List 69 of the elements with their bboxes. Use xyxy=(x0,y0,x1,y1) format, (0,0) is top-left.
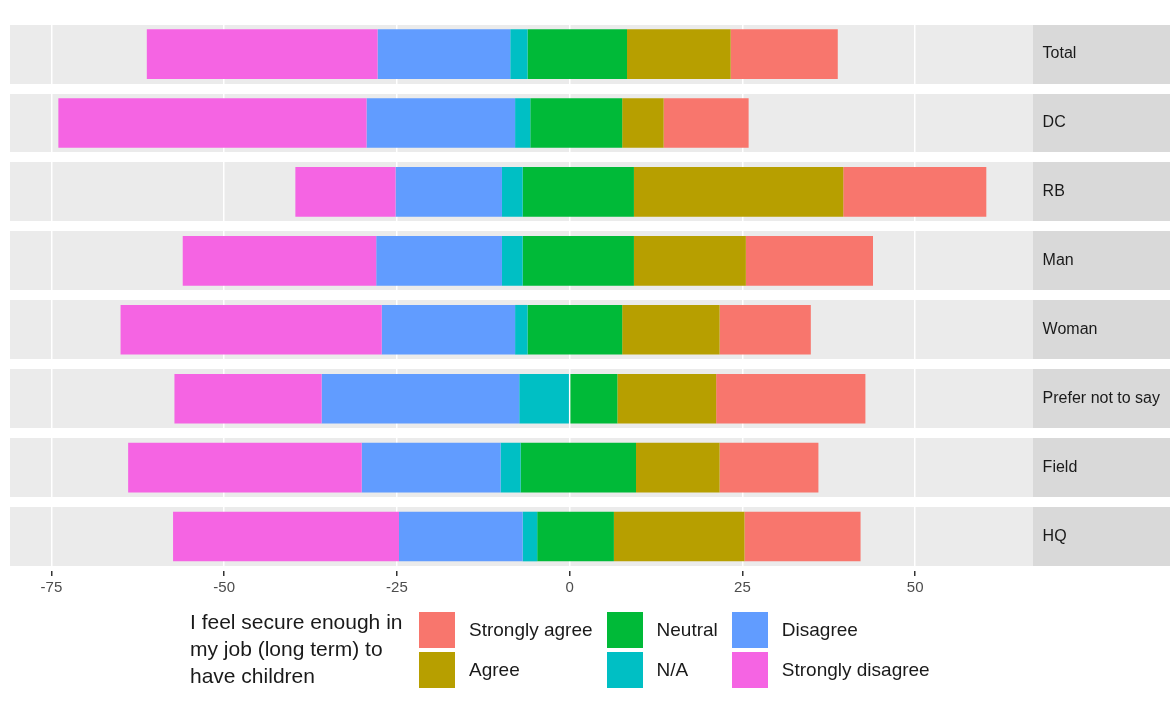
bar xyxy=(295,167,396,217)
y-tick-label: Prefer not to say xyxy=(1042,389,1160,407)
y-tick-label: HQ xyxy=(1042,526,1067,544)
bar xyxy=(633,236,746,286)
legend-label: Agree xyxy=(469,659,520,681)
bar xyxy=(500,442,521,493)
bar xyxy=(515,98,531,148)
y-tick-label: RB xyxy=(1042,182,1065,200)
bar xyxy=(501,167,523,217)
x-tick-label: 25 xyxy=(734,578,751,596)
bar xyxy=(617,373,717,424)
legend-label: Neutral xyxy=(656,619,718,641)
bar xyxy=(376,236,502,286)
legend-label: N/A xyxy=(656,659,689,681)
bar xyxy=(622,304,720,355)
bar xyxy=(636,442,720,493)
bar xyxy=(527,29,628,79)
bar xyxy=(730,29,838,79)
bar xyxy=(613,511,745,562)
bar xyxy=(510,29,528,79)
bar xyxy=(663,98,749,148)
x-tick-label: -50 xyxy=(213,578,236,596)
bar xyxy=(633,167,844,217)
x-tick-label: -25 xyxy=(386,578,408,596)
bar xyxy=(570,373,618,424)
bar xyxy=(515,304,528,355)
bar xyxy=(174,373,322,424)
bar xyxy=(381,304,516,355)
legend-label: Strongly agree xyxy=(469,619,593,641)
bar xyxy=(522,167,634,217)
x-tick-label: 0 xyxy=(565,578,574,596)
bar xyxy=(527,304,623,355)
bar xyxy=(622,98,664,148)
y-tick-label: Total xyxy=(1042,44,1077,62)
bar xyxy=(361,442,501,493)
bar xyxy=(522,236,634,286)
bar xyxy=(843,167,987,217)
bar xyxy=(120,304,382,355)
bar xyxy=(719,304,811,355)
bar xyxy=(537,511,614,562)
y-tick-label: Field xyxy=(1042,458,1078,476)
bar xyxy=(395,167,502,217)
bar xyxy=(182,236,377,286)
bar xyxy=(520,442,636,493)
bar xyxy=(399,511,523,562)
bar xyxy=(716,373,866,424)
bar xyxy=(627,29,731,79)
bar xyxy=(719,442,819,493)
bar xyxy=(128,442,362,493)
y-tick-label: Woman xyxy=(1042,320,1098,338)
x-tick-label: 50 xyxy=(906,578,924,596)
x-tick-label: -75 xyxy=(40,578,63,596)
bar xyxy=(173,511,400,562)
bar xyxy=(530,98,623,148)
bar xyxy=(519,373,569,424)
bar xyxy=(58,98,367,148)
bar xyxy=(377,29,511,79)
bar xyxy=(321,373,520,424)
bar xyxy=(745,236,873,286)
legend-label: Strongly disagree xyxy=(781,659,930,681)
legend-title: I feel secure enough in my job (long term) to have children xyxy=(190,609,404,689)
bar xyxy=(744,511,861,562)
bar xyxy=(146,29,378,79)
y-tick-label: Man xyxy=(1042,251,1074,269)
y-tick-label: DC xyxy=(1042,113,1066,131)
legend-label: Disagree xyxy=(781,619,858,641)
bar xyxy=(366,98,516,148)
bar xyxy=(522,511,538,562)
bar xyxy=(501,236,523,286)
